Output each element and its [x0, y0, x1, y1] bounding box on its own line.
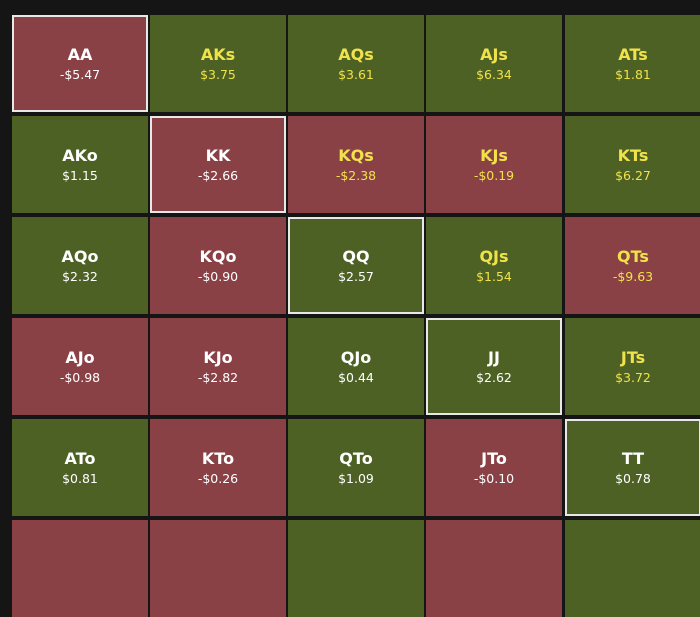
hand-label: QTs	[617, 246, 649, 266]
hand-label: QQ	[342, 246, 370, 266]
hand-cell-jj[interactable]: JJ $2.62	[426, 318, 562, 415]
hand-label: KTo	[201, 448, 235, 468]
hand-cell-ako[interactable]: AKo $1.15	[12, 116, 148, 213]
hand-value: -$0.10	[473, 470, 515, 486]
hand-label: JTo	[481, 448, 507, 468]
hand-label: KTs	[617, 145, 649, 165]
hand-value: -$2.66	[197, 167, 239, 183]
hand-cell-aqs[interactable]: AQs $3.61	[288, 15, 424, 112]
hand-cell-kjo[interactable]: KJo -$2.82	[150, 318, 286, 415]
hand-value: -$0.19	[473, 167, 515, 183]
hand-label: QTo	[339, 448, 373, 468]
hand-value: $3.72	[615, 369, 651, 385]
hand-label: QJo	[340, 347, 372, 367]
hand-cell-r5c1[interactable]	[150, 520, 286, 617]
hand-label: ATs	[618, 44, 648, 64]
hand-label: ATo	[64, 448, 96, 468]
hand-value: $0.81	[62, 470, 98, 486]
hand-cell-qq[interactable]: QQ $2.57	[288, 217, 424, 314]
hand-value: $1.54	[476, 268, 512, 284]
hand-cell-r5c4[interactable]	[565, 520, 700, 617]
hand-value: $1.81	[615, 66, 651, 82]
hand-label: AJs	[480, 44, 508, 64]
hand-value: -$0.90	[197, 268, 239, 284]
hand-label: KJs	[480, 145, 508, 165]
hand-label: AKo	[62, 145, 98, 165]
hand-cell-ajo[interactable]: AJo -$0.98	[12, 318, 148, 415]
hand-label: AJo	[65, 347, 95, 367]
hand-cell-ats[interactable]: ATs $1.81	[565, 15, 700, 112]
hand-cell-qto[interactable]: QTo $1.09	[288, 419, 424, 516]
hand-label: JJ	[488, 347, 500, 367]
hand-cell-r5c3[interactable]	[426, 520, 562, 617]
hand-value: -$2.82	[197, 369, 239, 385]
hand-value: $0.44	[338, 369, 374, 385]
hand-value: $2.32	[62, 268, 98, 284]
hand-label: AA	[67, 44, 93, 64]
hand-cell-qjs[interactable]: QJs $1.54	[426, 217, 562, 314]
hand-label: KK	[205, 145, 231, 165]
hand-cell-r5c0[interactable]	[12, 520, 148, 617]
hand-value: $6.34	[476, 66, 512, 82]
hand-value: -$0.26	[197, 470, 239, 486]
hand-value: -$2.38	[335, 167, 377, 183]
hand-value: -$0.98	[59, 369, 101, 385]
hand-label: KJo	[203, 347, 233, 367]
hand-cell-aks[interactable]: AKs $3.75	[150, 15, 286, 112]
hand-cell-ajs[interactable]: AJs $6.34	[426, 15, 562, 112]
hand-value: -$9.63	[612, 268, 654, 284]
hand-cell-jts[interactable]: JTs $3.72	[565, 318, 700, 415]
hand-label: AQo	[61, 246, 99, 266]
hand-grid: AA -$5.47 AKs $3.75 AQs $3.61 AJs $6.34 ATs $1.81…	[12, 15, 700, 617]
hand-value: $3.61	[338, 66, 374, 82]
hand-value: $2.62	[476, 369, 512, 385]
hand-cell-kqs[interactable]: KQs -$2.38	[288, 116, 424, 213]
hand-cell-kto[interactable]: KTo -$0.26	[150, 419, 286, 516]
hand-value: $0.78	[615, 470, 651, 486]
hand-cell-r5c2[interactable]	[288, 520, 424, 617]
hand-cell-qjo[interactable]: QJo $0.44	[288, 318, 424, 415]
hand-value: -$5.47	[59, 66, 101, 82]
hand-value: $3.75	[200, 66, 236, 82]
hand-value: $1.15	[62, 167, 98, 183]
hand-label: KQo	[199, 246, 237, 266]
hand-label: JTs	[620, 347, 646, 367]
hand-label: AKs	[200, 44, 236, 64]
hand-label: KQs	[338, 145, 374, 165]
hand-cell-kts[interactable]: KTs $6.27	[565, 116, 700, 213]
hand-cell-kk[interactable]: KK -$2.66	[150, 116, 286, 213]
hand-cell-ato[interactable]: ATo $0.81	[12, 419, 148, 516]
hand-cell-aa[interactable]: AA -$5.47	[12, 15, 148, 112]
hand-value: $2.57	[338, 268, 374, 284]
hand-cell-qts[interactable]: QTs -$9.63	[565, 217, 700, 314]
hand-cell-kjs[interactable]: KJs -$0.19	[426, 116, 562, 213]
hand-value: $1.09	[338, 470, 374, 486]
hand-cell-kqo[interactable]: KQo -$0.90	[150, 217, 286, 314]
hand-cell-tt[interactable]: TT $0.78	[565, 419, 700, 516]
hand-label: QJs	[479, 246, 509, 266]
hand-label: TT	[621, 448, 645, 468]
hand-label: AQs	[338, 44, 374, 64]
hand-cell-jto[interactable]: JTo -$0.10	[426, 419, 562, 516]
hand-cell-aqo[interactable]: AQo $2.32	[12, 217, 148, 314]
hand-value: $6.27	[615, 167, 651, 183]
